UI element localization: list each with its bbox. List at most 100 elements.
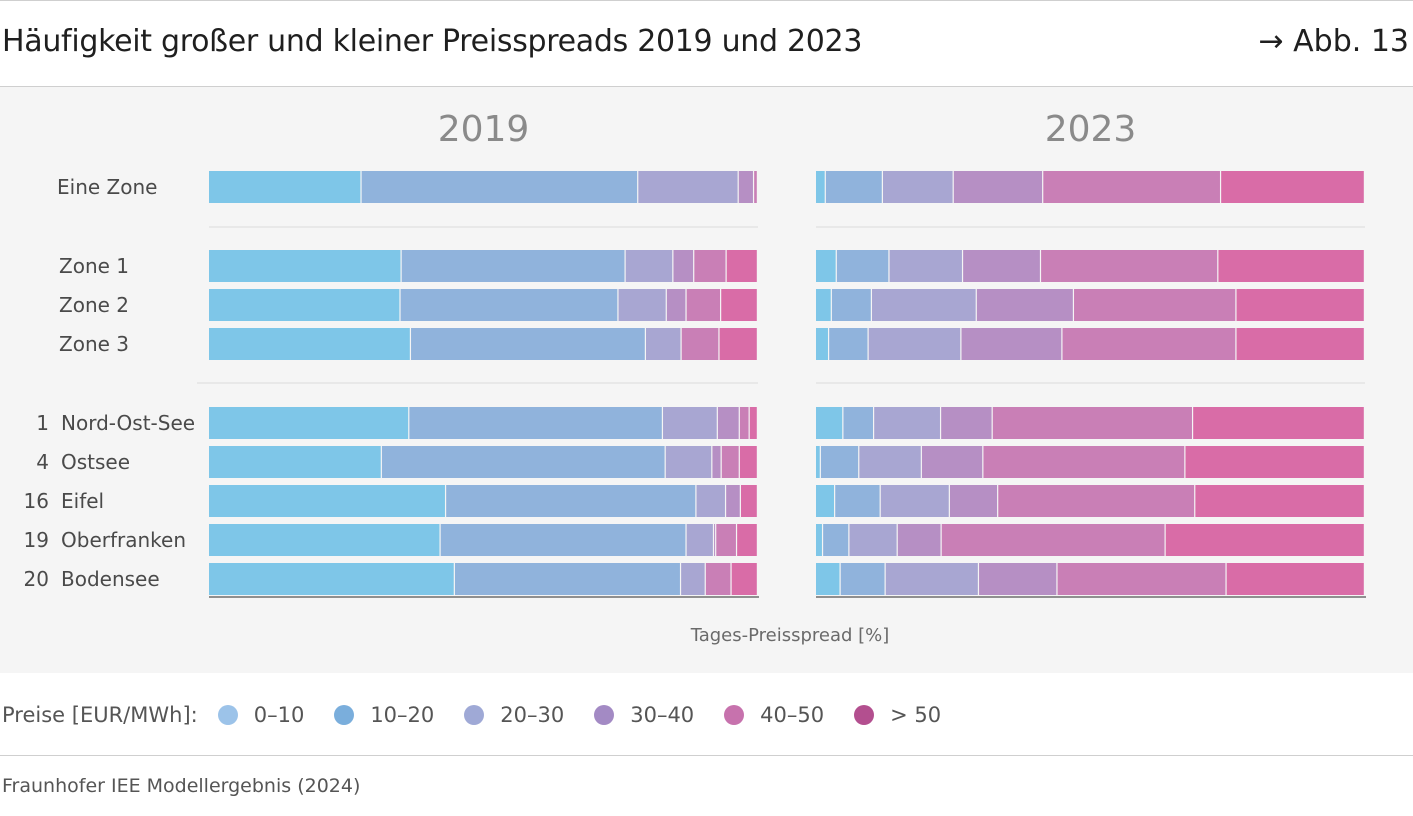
legend-item-label: 10–20 bbox=[370, 703, 435, 727]
bar-segment bbox=[681, 563, 705, 595]
bar-segment bbox=[209, 407, 409, 439]
bar-segment bbox=[209, 171, 361, 203]
bar-segment bbox=[686, 524, 713, 556]
bar-segment bbox=[739, 446, 757, 478]
bar-segment bbox=[835, 485, 880, 517]
bar-segment bbox=[872, 289, 976, 321]
header-divider bbox=[0, 86, 1413, 87]
legend-item-over-50: > 50 bbox=[854, 703, 941, 727]
legend-swatch bbox=[724, 705, 745, 725]
bar-segment bbox=[361, 171, 638, 203]
bar-segment bbox=[1185, 446, 1364, 478]
row-number-label: 1 bbox=[36, 411, 49, 435]
legend-item-label: 30–40 bbox=[630, 703, 695, 727]
bar-segment bbox=[209, 446, 381, 478]
bar-segment bbox=[717, 407, 739, 439]
legend-swatch bbox=[594, 705, 615, 725]
bar-segment bbox=[843, 407, 873, 439]
bar-segment bbox=[820, 446, 859, 478]
bar-segment bbox=[737, 524, 757, 556]
bar-segment bbox=[1057, 563, 1226, 595]
bar-segment bbox=[868, 328, 961, 360]
bar-segment bbox=[666, 289, 686, 321]
bar-segment bbox=[712, 446, 721, 478]
header: Häufigkeit großer und kleiner Preissprea… bbox=[0, 0, 1413, 86]
bar-segment bbox=[998, 485, 1195, 517]
bar-segment bbox=[739, 407, 749, 439]
bar-segment bbox=[381, 446, 665, 478]
source-note: Fraunhofer IEE Modellergebnis (2024) bbox=[2, 775, 361, 797]
legend-item-label: > 50 bbox=[890, 703, 942, 727]
bar-segment bbox=[440, 524, 686, 556]
bar-segment bbox=[665, 446, 712, 478]
legend-swatch bbox=[334, 705, 355, 725]
bar-segment bbox=[816, 524, 822, 556]
bar-segment bbox=[816, 446, 820, 478]
bar-segment bbox=[983, 446, 1185, 478]
row-label: Zone 2 bbox=[59, 293, 129, 317]
bar-segment bbox=[696, 485, 725, 517]
bar-segment bbox=[705, 563, 731, 595]
bar-segment bbox=[1193, 407, 1364, 439]
bar-segment bbox=[618, 289, 666, 321]
bar-segment bbox=[209, 563, 454, 595]
bar-segment bbox=[889, 250, 962, 282]
bar-segment bbox=[816, 563, 840, 595]
bar-segment bbox=[953, 171, 1043, 203]
bar-segment bbox=[446, 485, 696, 517]
bar-segment bbox=[840, 563, 885, 595]
bar-segment bbox=[963, 250, 1040, 282]
row-label: Oberfranken bbox=[61, 528, 186, 552]
bar-segment bbox=[411, 328, 645, 360]
bar-segment bbox=[409, 407, 662, 439]
bar-segment bbox=[897, 524, 941, 556]
bar-segment bbox=[816, 407, 843, 439]
legend-item-label: 0–10 bbox=[253, 703, 305, 727]
chart-panel: 2019 2023 Eine Zone Zone 1 Zone 2 Zone 3 1 Nord… bbox=[0, 87, 1413, 673]
bar-segment bbox=[849, 524, 897, 556]
row-label: Zone 1 bbox=[59, 254, 129, 278]
bar-segment bbox=[882, 171, 953, 203]
legend-item-0-10: 0–10 bbox=[217, 703, 305, 727]
chart-title: Häufigkeit großer und kleiner Preissprea… bbox=[2, 24, 863, 59]
top-rule bbox=[0, 0, 1413, 1]
bar-segment bbox=[941, 407, 992, 439]
bar-segment bbox=[673, 250, 694, 282]
bar-segment bbox=[825, 171, 882, 203]
bar-segment bbox=[646, 328, 681, 360]
row-number-label: 16 bbox=[24, 489, 49, 513]
figure-reference-link[interactable]: → Abb. 13 bbox=[1258, 24, 1409, 59]
bar-segment bbox=[1165, 524, 1364, 556]
row-label: Zone 3 bbox=[59, 332, 129, 356]
bar-segment bbox=[749, 407, 757, 439]
bar-segment bbox=[209, 250, 401, 282]
bar-segment bbox=[836, 250, 889, 282]
bar-segment bbox=[625, 250, 673, 282]
legend-swatch bbox=[854, 705, 875, 725]
bar-segment bbox=[816, 171, 825, 203]
bar-segment bbox=[816, 485, 835, 517]
bar-segment bbox=[816, 289, 831, 321]
bar-segment bbox=[731, 563, 757, 595]
bar-segment bbox=[1218, 250, 1364, 282]
bar-segment bbox=[816, 250, 836, 282]
bar-segment bbox=[1226, 563, 1364, 595]
bar-segment bbox=[209, 328, 410, 360]
bar-segment bbox=[859, 446, 921, 478]
bar-segment bbox=[979, 563, 1057, 595]
bar-segment bbox=[721, 289, 757, 321]
footer-divider bbox=[0, 755, 1413, 756]
legend-item-label: 20–30 bbox=[500, 703, 565, 727]
bar-segment bbox=[992, 407, 1192, 439]
legend-item-40-50: 40–50 bbox=[724, 703, 824, 727]
bar-segment bbox=[880, 485, 949, 517]
bar-segment bbox=[1043, 171, 1220, 203]
row-label: Eine Zone bbox=[57, 175, 157, 199]
bar-segment bbox=[714, 524, 716, 556]
bar-segment bbox=[816, 328, 828, 360]
row-label: Ostsee bbox=[61, 450, 130, 474]
bar-segment bbox=[1236, 328, 1364, 360]
legend: Preise [EUR/MWh]: 0–10 10–20 20–30 30–40… bbox=[0, 700, 1413, 730]
bar-segment bbox=[686, 289, 721, 321]
